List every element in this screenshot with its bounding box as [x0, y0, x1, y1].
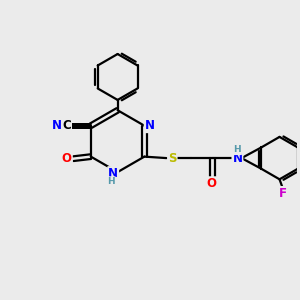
Text: N: N — [52, 119, 62, 132]
Text: H: H — [234, 146, 241, 154]
Text: N: N — [232, 152, 242, 165]
Text: S: S — [168, 152, 177, 165]
Text: N: N — [108, 167, 118, 180]
Text: H: H — [107, 177, 115, 186]
Text: F: F — [279, 187, 287, 200]
Text: N: N — [145, 119, 155, 132]
Text: O: O — [62, 152, 72, 165]
Text: C: C — [62, 119, 71, 132]
Text: O: O — [206, 177, 216, 190]
